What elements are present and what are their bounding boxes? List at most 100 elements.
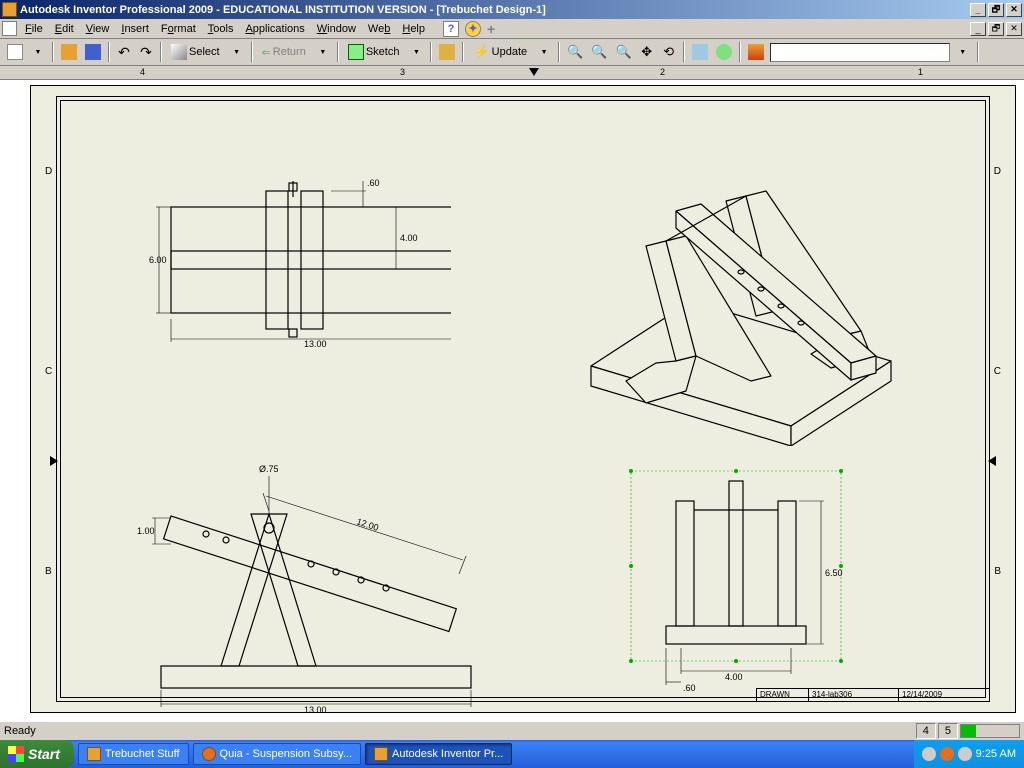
taskbar-item-inventor[interactable]: Autodesk Inventor Pr... [365,743,512,765]
menu-tools[interactable]: Tools [202,21,240,37]
menu-view[interactable]: View [80,21,116,37]
menu-file[interactable]: File [19,21,49,37]
zone-label: B [994,566,1001,577]
sketch-label: Sketch [366,46,400,58]
tray-icon[interactable] [958,747,972,761]
dim-text: 4.00 [725,672,743,682]
edge-marker-left [50,456,58,466]
toolbar: ▼ ↶ ↷ Select ▼ ⇐Return ▼ Sketch ▼ ⚡Updat… [0,39,1024,66]
menu-insert[interactable]: Insert [115,21,155,37]
taskbar: Start Trebuchet Stuff Quia - Suspension … [0,740,1024,768]
update-label: Update [492,46,527,58]
window-buttons: _ 🗗 ✕ [968,3,1022,17]
select-label: Select [189,46,220,58]
menu-edit[interactable]: Edit [49,21,80,37]
task-label: Trebuchet Stuff [105,748,180,760]
tray-icon[interactable] [940,747,954,761]
side-view: 13.00 12.00 1.00 Ø.75 [111,456,511,716]
dim-text: 13.00 [304,705,327,715]
folder-icon [87,747,101,761]
zoom-window-button[interactable]: 🔍 [587,41,611,63]
view-cube-button[interactable] [688,41,712,63]
zoom-button[interactable]: 🔍 [612,41,636,63]
mdi-minimize-button[interactable]: _ [970,22,986,36]
save-button[interactable] [81,41,105,63]
app-icon [2,2,17,17]
front-view: 4.00 6.50 .60 [621,466,881,696]
zoom-all-button[interactable]: 🔍 [563,41,587,63]
ruler-mark: 2 [660,67,665,77]
mdi-maximize-button[interactable]: 🗗 [988,22,1004,36]
maximize-button[interactable]: 🗗 [988,3,1004,17]
plus-icon[interactable]: + [487,21,495,37]
taskbar-item-trebuchet[interactable]: Trebuchet Stuff [78,743,189,765]
progress-bar [960,724,1020,738]
constraint-button[interactable] [435,41,459,63]
look-at-button[interactable] [712,41,736,63]
dim-text: 6.00 [149,255,167,265]
pan-button[interactable]: ✥ [636,41,658,63]
start-button[interactable]: Start [0,740,74,768]
redo-button[interactable]: ↷ [135,41,157,63]
dim-text: .60 [367,178,380,188]
windows-logo-icon [8,746,24,762]
search-input[interactable] [770,43,950,62]
edge-marker-right [988,456,996,466]
task-label: Autodesk Inventor Pr... [392,748,503,760]
dim-text: 1.00 [137,526,155,536]
select-button[interactable]: Select [165,41,226,63]
taskbar-item-quia[interactable]: Quia - Suspension Subsy... [193,743,361,765]
dim-text: .60 [683,683,696,693]
ruler-mark: 4 [140,67,145,77]
rotate-button[interactable]: ⟲ [658,41,680,63]
isometric-view [571,156,911,446]
horizontal-ruler: 4 3 2 1 [0,66,1024,80]
new-dropdown[interactable]: ▼ [27,41,49,63]
title-block-author: 314-lab306 [809,689,899,701]
search-dropdown[interactable]: ▼ [952,41,974,63]
firefox-icon [202,747,216,761]
start-label: Start [28,746,60,762]
update-button[interactable]: ⚡Update [467,41,533,63]
return-dropdown[interactable]: ▼ [312,41,334,63]
task-label: Quia - Suspension Subsy... [220,748,352,760]
drawing-area[interactable]: D C B D C B [0,80,1024,721]
material-button[interactable] [744,41,768,63]
ruler-center-marker [529,68,539,76]
dim-text: Ø.75 [259,464,279,474]
top-view: 6.00 13.00 4.00 .60 [111,171,451,351]
info-icon[interactable]: ✦ [465,21,481,37]
tray-icon[interactable] [922,747,936,761]
menu-applications[interactable]: Applications [239,21,310,37]
inventor-icon [374,747,388,761]
close-button[interactable]: ✕ [1006,3,1022,17]
undo-button[interactable]: ↶ [113,41,135,63]
status-n1: 4 [916,723,936,739]
dim-text: 13.00 [304,339,327,349]
sketch-button[interactable]: Sketch [342,41,406,63]
menu-format[interactable]: Format [155,21,202,37]
dim-text: 12.00 [355,516,380,532]
open-button[interactable] [57,41,81,63]
status-bar: Ready 4 5 [0,721,1024,740]
select-dropdown[interactable]: ▼ [226,41,248,63]
window-title: Autodesk Inventor Professional 2009 - ED… [20,4,968,16]
document-icon [2,21,17,36]
ruler-mark: 1 [918,67,923,77]
menu-help[interactable]: Help [396,21,431,37]
return-button[interactable]: ⇐Return [256,41,312,63]
zone-label: D [994,166,1001,177]
menu-bar: File Edit View Insert Format Tools Appli… [0,19,1024,39]
sketch-dropdown[interactable]: ▼ [405,41,427,63]
title-block-date: 12/14/2009 [899,689,989,701]
update-dropdown[interactable]: ▼ [533,41,555,63]
minimize-button[interactable]: _ [970,3,986,17]
menu-web[interactable]: Web [362,21,396,37]
new-button[interactable] [3,41,27,63]
zone-label: C [994,366,1001,377]
ruler-mark: 3 [400,67,405,77]
menu-window[interactable]: Window [311,21,362,37]
mdi-close-button[interactable]: ✕ [1006,22,1022,36]
clock[interactable]: 9:25 AM [976,748,1016,760]
help-icon[interactable]: ? [443,21,459,37]
